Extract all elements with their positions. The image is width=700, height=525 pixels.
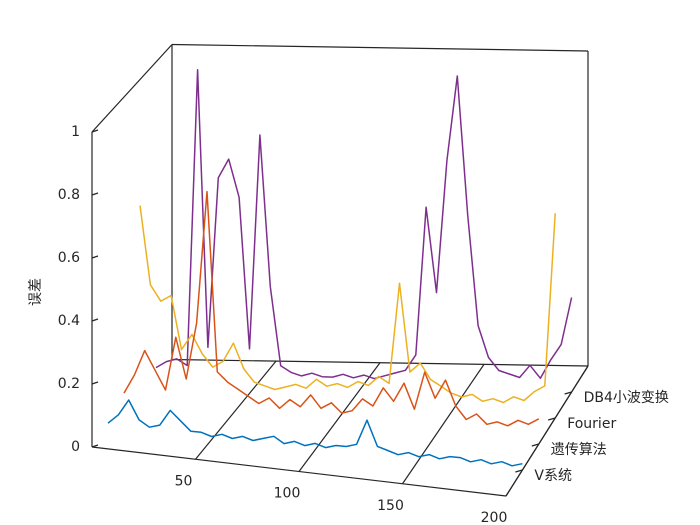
z-axis-label: 误差 (28, 278, 44, 306)
x-tick-label: 150 (377, 498, 404, 514)
x-grid-line (402, 364, 485, 485)
x-tick-label: 50 (175, 473, 193, 489)
y-tick-label: Fourier (567, 416, 616, 432)
x-grid-line (195, 360, 277, 460)
series-line (107, 399, 523, 467)
z-tick-label: 0.2 (58, 376, 80, 392)
axis-line (171, 43, 589, 52)
y-tick (515, 469, 523, 473)
x-tick-label: 200 (481, 510, 508, 525)
z-tick (91, 129, 99, 133)
z-tick (91, 192, 99, 196)
y-tick (531, 443, 539, 447)
z-tick (91, 255, 99, 259)
y-tick (548, 417, 556, 421)
x-tick-label: 100 (274, 486, 301, 502)
z-tick-label: 0.6 (58, 250, 80, 266)
y-tick-label: 遗传算法 (551, 442, 607, 458)
series-line (139, 205, 556, 404)
y-tick (564, 391, 572, 395)
z-tick (91, 444, 99, 448)
z-tick-label: 0 (71, 439, 80, 455)
z-tick-label: 0.8 (58, 187, 80, 203)
y-tick-label: V系统 (534, 468, 572, 484)
z-tick (91, 381, 99, 385)
x-grid-line (505, 365, 589, 497)
y-tick-label: DB4小波变换 (584, 389, 669, 406)
axis-line (91, 44, 173, 133)
series-line (123, 190, 540, 427)
series-line (155, 69, 573, 380)
z-tick (91, 318, 99, 322)
x-grid-line (298, 362, 381, 472)
z-tick-label: 1 (71, 124, 80, 140)
z-tick-label: 0.4 (58, 313, 80, 329)
